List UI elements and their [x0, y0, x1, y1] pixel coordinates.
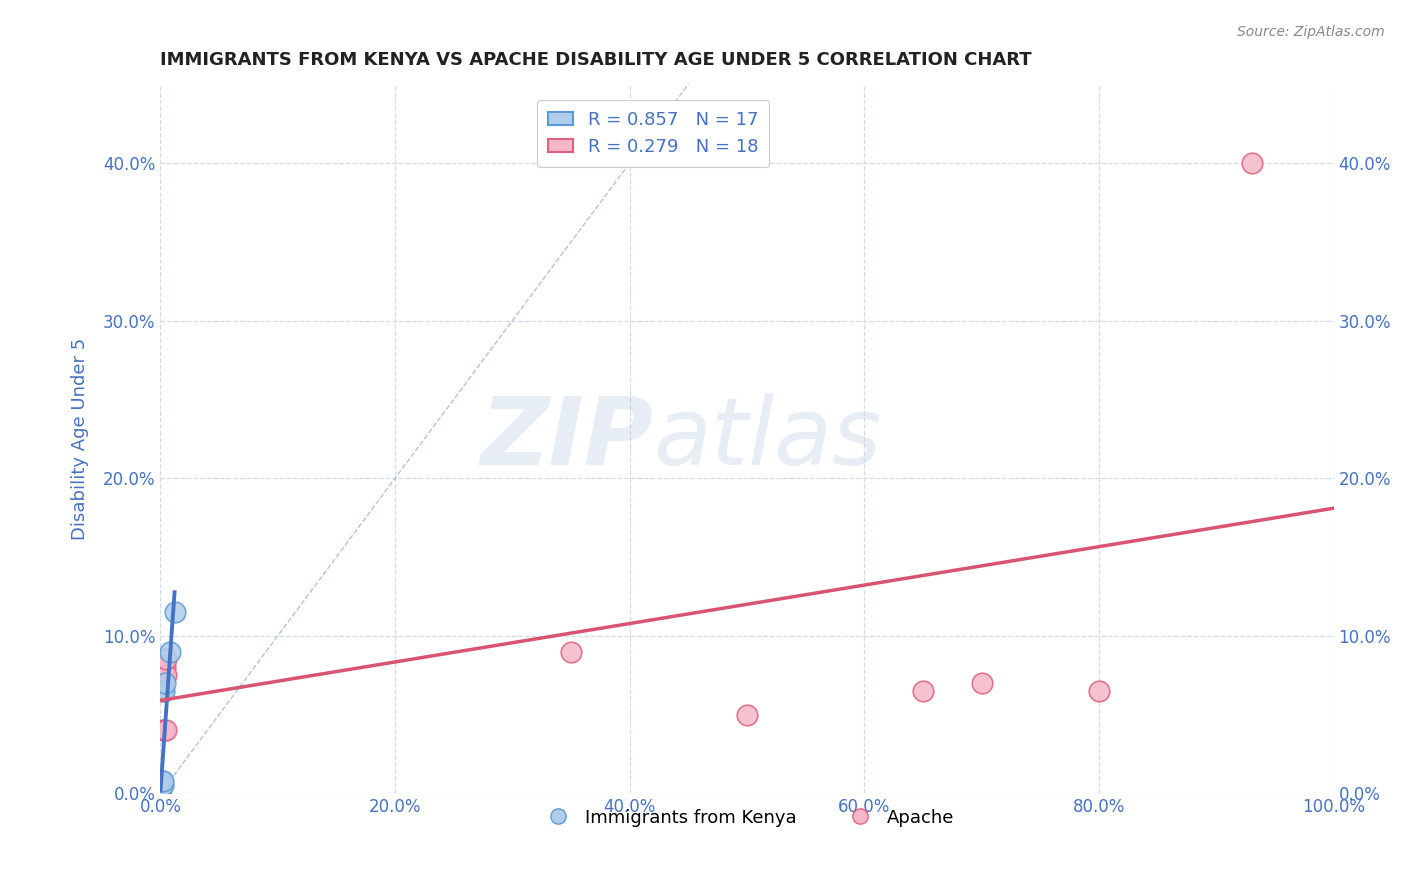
- Point: [149, 779, 172, 793]
- Y-axis label: Disability Age Under 5: Disability Age Under 5: [72, 337, 89, 540]
- Point: [1088, 684, 1111, 698]
- Point: [153, 660, 176, 674]
- Point: [150, 773, 173, 788]
- Point: [149, 786, 172, 800]
- Text: Source: ZipAtlas.com: Source: ZipAtlas.com: [1237, 25, 1385, 39]
- Point: [735, 707, 758, 722]
- Text: atlas: atlas: [654, 393, 882, 484]
- Point: [153, 723, 176, 738]
- Point: [149, 660, 172, 674]
- Point: [152, 668, 174, 682]
- Point: [153, 660, 176, 674]
- Text: IMMIGRANTS FROM KENYA VS APACHE DISABILITY AGE UNDER 5 CORRELATION CHART: IMMIGRANTS FROM KENYA VS APACHE DISABILI…: [160, 51, 1032, 69]
- Point: [152, 723, 174, 738]
- Point: [560, 644, 582, 658]
- Point: [149, 676, 172, 690]
- Point: [152, 779, 174, 793]
- Point: [155, 668, 177, 682]
- Point: [155, 652, 177, 666]
- Point: [1240, 156, 1263, 170]
- Point: [152, 773, 174, 788]
- Point: [153, 668, 176, 682]
- Point: [970, 676, 993, 690]
- Legend: Immigrants from Kenya, Apache: Immigrants from Kenya, Apache: [533, 802, 962, 834]
- Point: [150, 779, 173, 793]
- Point: [911, 684, 934, 698]
- Point: [153, 676, 176, 690]
- Point: [149, 786, 172, 800]
- Point: [155, 723, 177, 738]
- Point: [149, 779, 172, 793]
- Point: [149, 786, 172, 800]
- Point: [149, 777, 172, 791]
- Point: [159, 644, 181, 658]
- Point: [163, 605, 186, 619]
- Point: [150, 779, 173, 793]
- Point: [150, 684, 173, 698]
- Point: [153, 684, 176, 698]
- Point: [149, 786, 172, 800]
- Text: ZIP: ZIP: [481, 392, 654, 484]
- Point: [149, 786, 172, 800]
